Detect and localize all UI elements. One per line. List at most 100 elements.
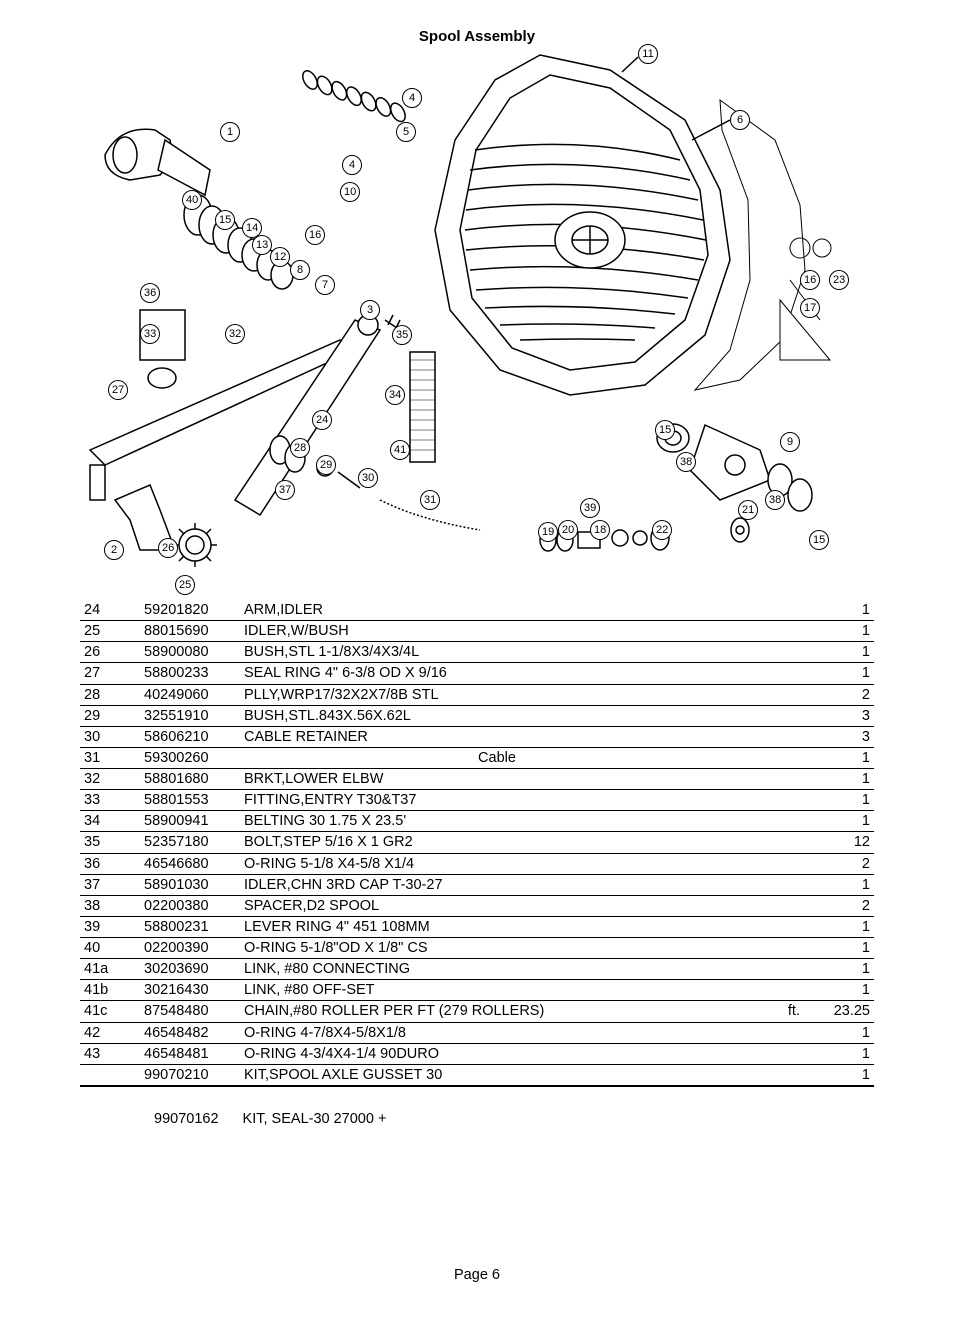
cell-part: 99070210: [140, 1064, 240, 1086]
callout-5: 5: [396, 122, 416, 142]
table-row: 4002200390O-RING 5-1/8"OD X 1/8" CS1: [80, 938, 874, 959]
spool-diagram: [80, 20, 874, 580]
cell-part: 46548482: [140, 1022, 240, 1043]
cell-desc: SPACER,D2 SPOOL: [240, 895, 754, 916]
cell-ref: 29: [80, 705, 140, 726]
cell-part: 40249060: [140, 684, 240, 705]
table-row: 41b30216430LINK, #80 OFF-SET1: [80, 980, 874, 1001]
cell-uom: [754, 895, 804, 916]
cell-qty: 1: [804, 1043, 874, 1064]
extra-kit-desc: KIT, SEAL-30 27000 +: [243, 1111, 387, 1127]
table-row: 2658900080BUSH,STL 1-1/8X3/4X3/4L1: [80, 642, 874, 663]
cell-part: 58801680: [140, 769, 240, 790]
cell-qty: 1: [804, 916, 874, 937]
cell-uom: [754, 811, 804, 832]
parts-table: 2459201820ARM,IDLER12588015690IDLER,W/BU…: [80, 600, 874, 1087]
cell-desc: KIT,SPOOL AXLE GUSSET 30: [240, 1064, 754, 1086]
cell-uom: ft.: [754, 1001, 804, 1022]
cell-uom: [754, 853, 804, 874]
table-row: 41c87548480CHAIN,#80 ROLLER PER FT (279 …: [80, 1001, 874, 1022]
cell-ref: 41b: [80, 980, 140, 1001]
cell-part: 32551910: [140, 705, 240, 726]
table-row: 4346548481O-RING 4-3/4X4-1/4 90DURO1: [80, 1043, 874, 1064]
cell-ref: 31: [80, 747, 140, 768]
cell-ref: 41a: [80, 959, 140, 980]
cell-qty: 2: [804, 684, 874, 705]
cell-qty: 1: [804, 1022, 874, 1043]
cell-part: 88015690: [140, 621, 240, 642]
table-row: 3958800231LEVER RING 4" 451 108MM1: [80, 916, 874, 937]
cell-desc: BRKT,LOWER ELBW: [240, 769, 754, 790]
cell-part: 52357180: [140, 832, 240, 853]
cell-desc: O-RING 4-3/4X4-1/4 90DURO: [240, 1043, 754, 1064]
cell-part: 30216430: [140, 980, 240, 1001]
cell-uom: [754, 600, 804, 621]
cell-qty: 1: [804, 811, 874, 832]
cell-part: 58900941: [140, 811, 240, 832]
cell-desc: PLLY,WRP17/32X2X7/8B STL: [240, 684, 754, 705]
table-row: 3552357180BOLT,STEP 5/16 X 1 GR212: [80, 832, 874, 853]
cell-part: 59201820: [140, 600, 240, 621]
callout-1: 1: [220, 122, 240, 142]
cell-uom: [754, 705, 804, 726]
table-row: 2758800233SEAL RING 4" 6-3/8 OD X 9/161: [80, 663, 874, 684]
table-row: 3758901030IDLER,CHN 3RD CAP T-30-271: [80, 874, 874, 895]
cell-part: 58801553: [140, 790, 240, 811]
cell-qty: 2: [804, 853, 874, 874]
cell-uom: [754, 769, 804, 790]
cell-ref: [80, 1064, 140, 1086]
callout-2: 2: [104, 540, 124, 560]
cell-part: 58800233: [140, 663, 240, 684]
cell-desc: BELTING 30 1.75 X 23.5': [240, 811, 754, 832]
cell-ref: 24: [80, 600, 140, 621]
cell-ref: 34: [80, 811, 140, 832]
callout-4: 4: [342, 155, 362, 175]
cell-qty: 1: [804, 600, 874, 621]
cell-qty: 1: [804, 621, 874, 642]
cell-desc: O-RING 4-7/8X4-5/8X1/8: [240, 1022, 754, 1043]
cell-qty: 23.25: [804, 1001, 874, 1022]
callout-6: 6: [730, 110, 750, 130]
cell-desc: SEAL RING 4" 6-3/8 OD X 9/16: [240, 663, 754, 684]
diagram-area: Spool Assembly: [80, 20, 874, 580]
cell-ref: 35: [80, 832, 140, 853]
cell-uom: [754, 684, 804, 705]
cell-ref: 30: [80, 726, 140, 747]
cell-uom: [754, 1064, 804, 1086]
callout-9: 9: [780, 432, 800, 452]
cell-uom: [754, 980, 804, 1001]
table-row: 3258801680BRKT,LOWER ELBW1: [80, 769, 874, 790]
cell-ref: 41c: [80, 1001, 140, 1022]
cell-part: 59300260: [140, 747, 240, 768]
cell-qty: 1: [804, 747, 874, 768]
callout-7: 7: [315, 275, 335, 295]
table-row: 3646546680O-RING 5-1/8 X4-5/8 X1/42: [80, 853, 874, 874]
table-row: 99070210KIT,SPOOL AXLE GUSSET 30 1: [80, 1064, 874, 1086]
cell-ref: 25: [80, 621, 140, 642]
extra-kit-part: 99070162: [154, 1111, 219, 1127]
table-row: 3802200380SPACER,D2 SPOOL2: [80, 895, 874, 916]
cell-ref: 38: [80, 895, 140, 916]
diagram-title: Spool Assembly: [419, 28, 535, 45]
cell-desc: Cable: [240, 747, 754, 768]
table-row: 41a30203690LINK, #80 CONNECTING1: [80, 959, 874, 980]
cell-part: 58606210: [140, 726, 240, 747]
cell-part: 46546680: [140, 853, 240, 874]
cell-desc: FITTING,ENTRY T30&T37: [240, 790, 754, 811]
table-row: 3458900941BELTING 30 1.75 X 23.5' 1: [80, 811, 874, 832]
table-row: 3159300260Cable 1: [80, 747, 874, 768]
cell-qty: 3: [804, 705, 874, 726]
cell-part: 58900080: [140, 642, 240, 663]
cell-uom: [754, 621, 804, 642]
cell-qty: 1: [804, 642, 874, 663]
cell-uom: [754, 959, 804, 980]
cell-ref: 32: [80, 769, 140, 790]
cell-qty: 1: [804, 1064, 874, 1086]
cell-desc: ARM,IDLER: [240, 600, 754, 621]
cell-desc: BUSH,STL.843X.56X.62L: [240, 705, 754, 726]
extra-kit-line: 99070162 KIT, SEAL-30 27000 +: [154, 1111, 874, 1127]
cell-qty: 1: [804, 874, 874, 895]
cell-desc: O-RING 5-1/8"OD X 1/8" CS: [240, 938, 754, 959]
cell-qty: 3: [804, 726, 874, 747]
table-row: 2840249060PLLY,WRP17/32X2X7/8B STL2: [80, 684, 874, 705]
